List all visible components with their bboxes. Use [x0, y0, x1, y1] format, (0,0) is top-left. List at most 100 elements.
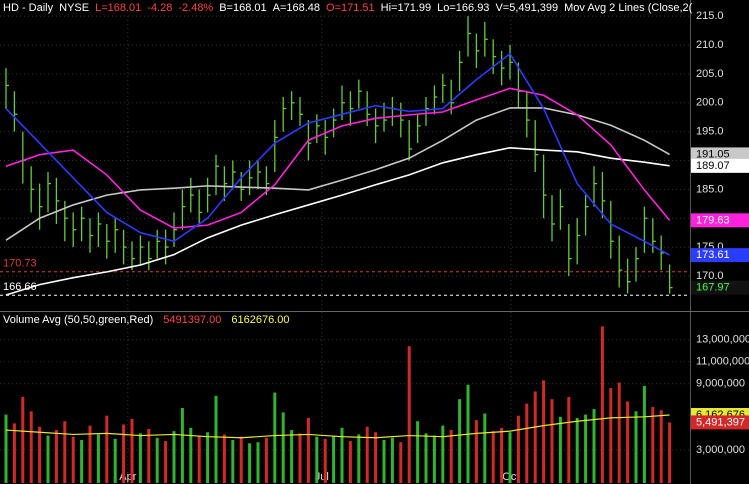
- level-label: 170.73: [3, 258, 37, 270]
- price-badge-bg: [691, 280, 749, 295]
- volume-bar: [105, 415, 109, 483]
- volume-bar: [138, 433, 142, 483]
- volume-bar: [584, 414, 588, 483]
- volume-bar: [122, 424, 126, 483]
- volume-bar: [290, 430, 294, 483]
- y-tick-label: 215.0: [696, 10, 724, 22]
- y-tick-label: 210.0: [696, 39, 724, 51]
- y-tick-label: 3,000,000: [696, 444, 745, 456]
- volume-bar: [550, 399, 554, 483]
- volume-bar: [399, 442, 403, 483]
- volume-bar: [21, 396, 25, 483]
- moving-average: [5, 146, 670, 296]
- volume-bar: [264, 437, 268, 483]
- volume-bar: [239, 436, 243, 483]
- volume-bar: [348, 441, 352, 483]
- volume-bar: [474, 420, 478, 483]
- header-item: -4.28: [147, 2, 172, 14]
- volume-bar: [38, 426, 42, 483]
- volume-bar: [222, 434, 226, 483]
- header-item: L=168.01: [95, 2, 141, 14]
- volume-bar: [424, 433, 428, 483]
- volume-bar: [172, 431, 176, 483]
- y-tick-label: 170.0: [696, 270, 724, 282]
- volume-bar: [483, 413, 487, 483]
- header-item: Mov Avg 2 Lines (Close,2(: [564, 2, 693, 14]
- header-item: Lo=166.93: [437, 2, 489, 14]
- ma-badge: 173.61: [696, 249, 730, 261]
- volume-bar: [634, 411, 638, 483]
- volume-bar: [659, 410, 663, 483]
- volume-bar: [500, 427, 504, 483]
- volume-bar: [516, 415, 520, 483]
- volume-bar: [231, 439, 235, 483]
- volume-bar: [88, 425, 92, 483]
- volume-bar: [164, 441, 168, 483]
- volume-bar: [642, 385, 646, 483]
- volume-bar: [600, 326, 604, 483]
- volume-bar: [508, 432, 512, 483]
- volume-bar: [214, 395, 218, 483]
- header-item: O=171.51: [326, 2, 375, 14]
- volume-bar: [575, 417, 579, 483]
- volume-bar: [180, 407, 184, 483]
- volume-bar: [130, 419, 134, 483]
- header-item: -2.48%: [178, 2, 213, 14]
- ma-badge: 189.07: [696, 160, 730, 172]
- y-tick-label: 11,000,000: [696, 356, 749, 368]
- volume-bar: [449, 430, 453, 483]
- ma-badge-bg: [691, 158, 749, 173]
- volume-average: [5, 414, 670, 439]
- ma-badge-bg: [691, 147, 749, 162]
- moving-average: [5, 52, 670, 256]
- volume-bar: [365, 426, 369, 483]
- header-item: HD - Daily: [3, 2, 54, 14]
- volume-bar: [617, 382, 621, 483]
- header-bg: [0, 0, 690, 15]
- volume-bar: [592, 409, 596, 483]
- volume-bar: [80, 439, 84, 483]
- volume-bar: [46, 435, 50, 483]
- volume-bar: [315, 436, 319, 483]
- header-item: A=168.48: [273, 2, 320, 14]
- volume-bar: [390, 437, 394, 483]
- volume-bar: [155, 437, 159, 483]
- volume-bar: [323, 438, 327, 483]
- volume-bar: [147, 428, 151, 483]
- header-item: V=5,491,399: [495, 2, 558, 14]
- volume-bar: [374, 432, 378, 483]
- volume-bar: [382, 439, 386, 483]
- ma-badge-bg: [691, 213, 749, 228]
- volume-title-value: 5491397.00: [163, 314, 221, 326]
- volume-bar: [197, 435, 201, 483]
- y-tick-label: 200.0: [696, 97, 724, 109]
- volume-bar: [12, 423, 16, 483]
- volume-bar: [29, 411, 33, 483]
- volume-title: Volume Avg (50,50,green,Red) 5491397.00 61…: [3, 314, 289, 326]
- volume-bar: [416, 421, 420, 483]
- volume-bar: [63, 421, 67, 483]
- volume-bar: [441, 425, 445, 483]
- volume-bar: [332, 435, 336, 483]
- volume-bar: [4, 414, 8, 483]
- y-tick-label: 13,000,000: [696, 333, 749, 345]
- volume-bar: [651, 406, 655, 483]
- ma-badge: 179.63: [696, 214, 730, 226]
- header-item: B=168.01: [219, 2, 266, 14]
- volume-bar: [432, 435, 436, 483]
- volume-bar: [542, 380, 546, 483]
- volume-bar: [567, 396, 571, 483]
- volume-bar: [357, 434, 361, 483]
- volume-bar: [458, 399, 462, 483]
- volume-bar: [668, 422, 672, 483]
- volume-bar: [273, 392, 277, 483]
- ma-badge-bg: [691, 248, 749, 263]
- volume-bar: [256, 442, 260, 483]
- volume-bar: [306, 417, 310, 483]
- volume-bar: [525, 403, 529, 483]
- volume-bar: [340, 427, 344, 483]
- moving-average: [5, 107, 670, 241]
